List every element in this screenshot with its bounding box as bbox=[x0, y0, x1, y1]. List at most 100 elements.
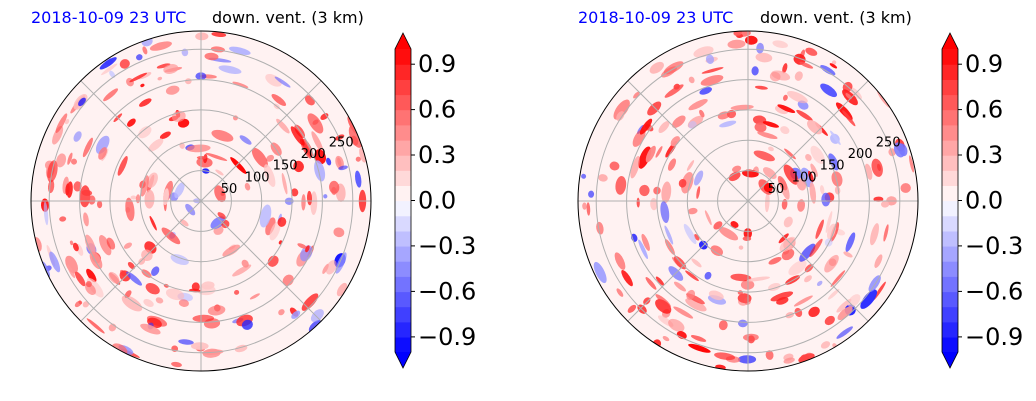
field-blob bbox=[144, 189, 155, 209]
field-blob bbox=[218, 65, 242, 74]
field-blob bbox=[138, 126, 152, 139]
colorbar-level bbox=[395, 139, 411, 156]
field-blob bbox=[214, 185, 226, 203]
field-blob bbox=[52, 125, 64, 145]
field-blob bbox=[821, 192, 831, 207]
field-blob bbox=[142, 46, 148, 55]
angular-gridline bbox=[200, 80, 322, 202]
field-blob bbox=[810, 163, 818, 177]
field-blob bbox=[678, 179, 687, 188]
field-blob bbox=[696, 186, 701, 199]
field-blob bbox=[615, 176, 627, 195]
field-blob bbox=[119, 59, 130, 69]
field-blob bbox=[99, 57, 117, 70]
field-blob bbox=[85, 281, 92, 288]
field-blob bbox=[719, 120, 737, 128]
field-blob bbox=[73, 131, 82, 142]
field-blob bbox=[151, 266, 160, 276]
field-blob bbox=[249, 293, 260, 300]
colorbar-level bbox=[942, 291, 958, 308]
field-blob bbox=[804, 275, 812, 283]
radial-tick-label: 150 bbox=[273, 159, 298, 174]
colorbar-tick-label: 0.6 bbox=[965, 96, 1003, 124]
colorbar-outline bbox=[941, 32, 959, 369]
field-blob bbox=[59, 216, 67, 222]
field-blob bbox=[348, 125, 363, 148]
field-blob bbox=[746, 276, 770, 282]
field-blob bbox=[738, 245, 744, 250]
field-blob bbox=[65, 183, 70, 196]
field-blob bbox=[672, 115, 686, 128]
field-blob bbox=[267, 255, 279, 267]
field-blob bbox=[149, 41, 172, 51]
field-blob bbox=[140, 83, 145, 88]
colorbar-level bbox=[942, 230, 958, 247]
field-blob bbox=[686, 160, 695, 171]
colorbar-level bbox=[395, 291, 411, 308]
time-title: 2018-10-09 23 UTC bbox=[578, 8, 734, 27]
field-blob bbox=[139, 98, 152, 107]
panel-right: 2018-10-09 23 UTC down. vent. (3 km) 50 1… bbox=[546, 0, 1036, 401]
field-blob bbox=[69, 240, 74, 246]
field-blob bbox=[810, 145, 825, 164]
colorbar-tick-label: 0.9 bbox=[965, 50, 1003, 78]
field-blob bbox=[281, 173, 288, 195]
field-blob bbox=[808, 306, 820, 318]
field-blob bbox=[777, 104, 796, 114]
colorbar-level bbox=[942, 49, 958, 65]
field-blob bbox=[824, 315, 835, 326]
field-blob bbox=[701, 67, 724, 74]
field-blob bbox=[67, 264, 76, 279]
field-blob bbox=[616, 288, 624, 297]
field-blob bbox=[738, 319, 748, 328]
field-blob bbox=[763, 183, 773, 193]
field-blob bbox=[84, 234, 96, 255]
colorbar-level bbox=[942, 124, 958, 141]
colorbar-tick-label: −0.9 bbox=[965, 323, 1023, 351]
field-blob bbox=[772, 40, 788, 48]
field-blob bbox=[192, 314, 215, 323]
colorbar-level bbox=[942, 215, 958, 232]
field-blob bbox=[202, 348, 221, 358]
field-blob bbox=[668, 318, 685, 332]
field-blob bbox=[700, 75, 724, 86]
field-blob bbox=[178, 299, 189, 307]
colorbar-level bbox=[395, 230, 411, 247]
colorbar-level bbox=[942, 276, 958, 293]
time-title: 2018-10-09 23 UTC bbox=[31, 8, 187, 27]
field-blob bbox=[829, 63, 838, 69]
field-blob bbox=[645, 277, 657, 290]
field-blob bbox=[765, 350, 774, 360]
field-blob bbox=[95, 135, 110, 154]
field-blob bbox=[738, 355, 757, 364]
field-blob bbox=[140, 323, 161, 335]
field-blob bbox=[705, 54, 715, 65]
field-blob bbox=[277, 217, 287, 227]
colorbar-tick-label: 0.0 bbox=[965, 187, 1003, 215]
field-blob bbox=[165, 288, 185, 301]
field-blob bbox=[56, 153, 67, 168]
field-blob bbox=[205, 152, 228, 161]
radial-tick-label: 50 bbox=[221, 182, 238, 197]
field-blob bbox=[825, 211, 833, 233]
field-blob bbox=[265, 73, 282, 87]
field-blob bbox=[649, 61, 664, 74]
field-blob bbox=[828, 288, 840, 300]
field-blob bbox=[129, 72, 148, 83]
colorbar-level bbox=[942, 170, 958, 186]
radial-tick-label: 150 bbox=[820, 159, 845, 174]
field-blob bbox=[178, 339, 194, 345]
field-blob bbox=[809, 238, 823, 258]
field-blob bbox=[831, 171, 843, 187]
colorbar-level bbox=[942, 321, 958, 338]
field-blob bbox=[201, 281, 215, 290]
field-blob bbox=[796, 178, 807, 191]
field-blob bbox=[757, 131, 778, 140]
radial-tick-label: 250 bbox=[876, 135, 901, 150]
field-blob bbox=[616, 111, 625, 121]
field-blob bbox=[809, 182, 817, 204]
field-blob bbox=[171, 361, 182, 368]
colorbar-level bbox=[942, 139, 958, 156]
field-blob bbox=[704, 271, 712, 280]
field-blob bbox=[333, 227, 345, 238]
